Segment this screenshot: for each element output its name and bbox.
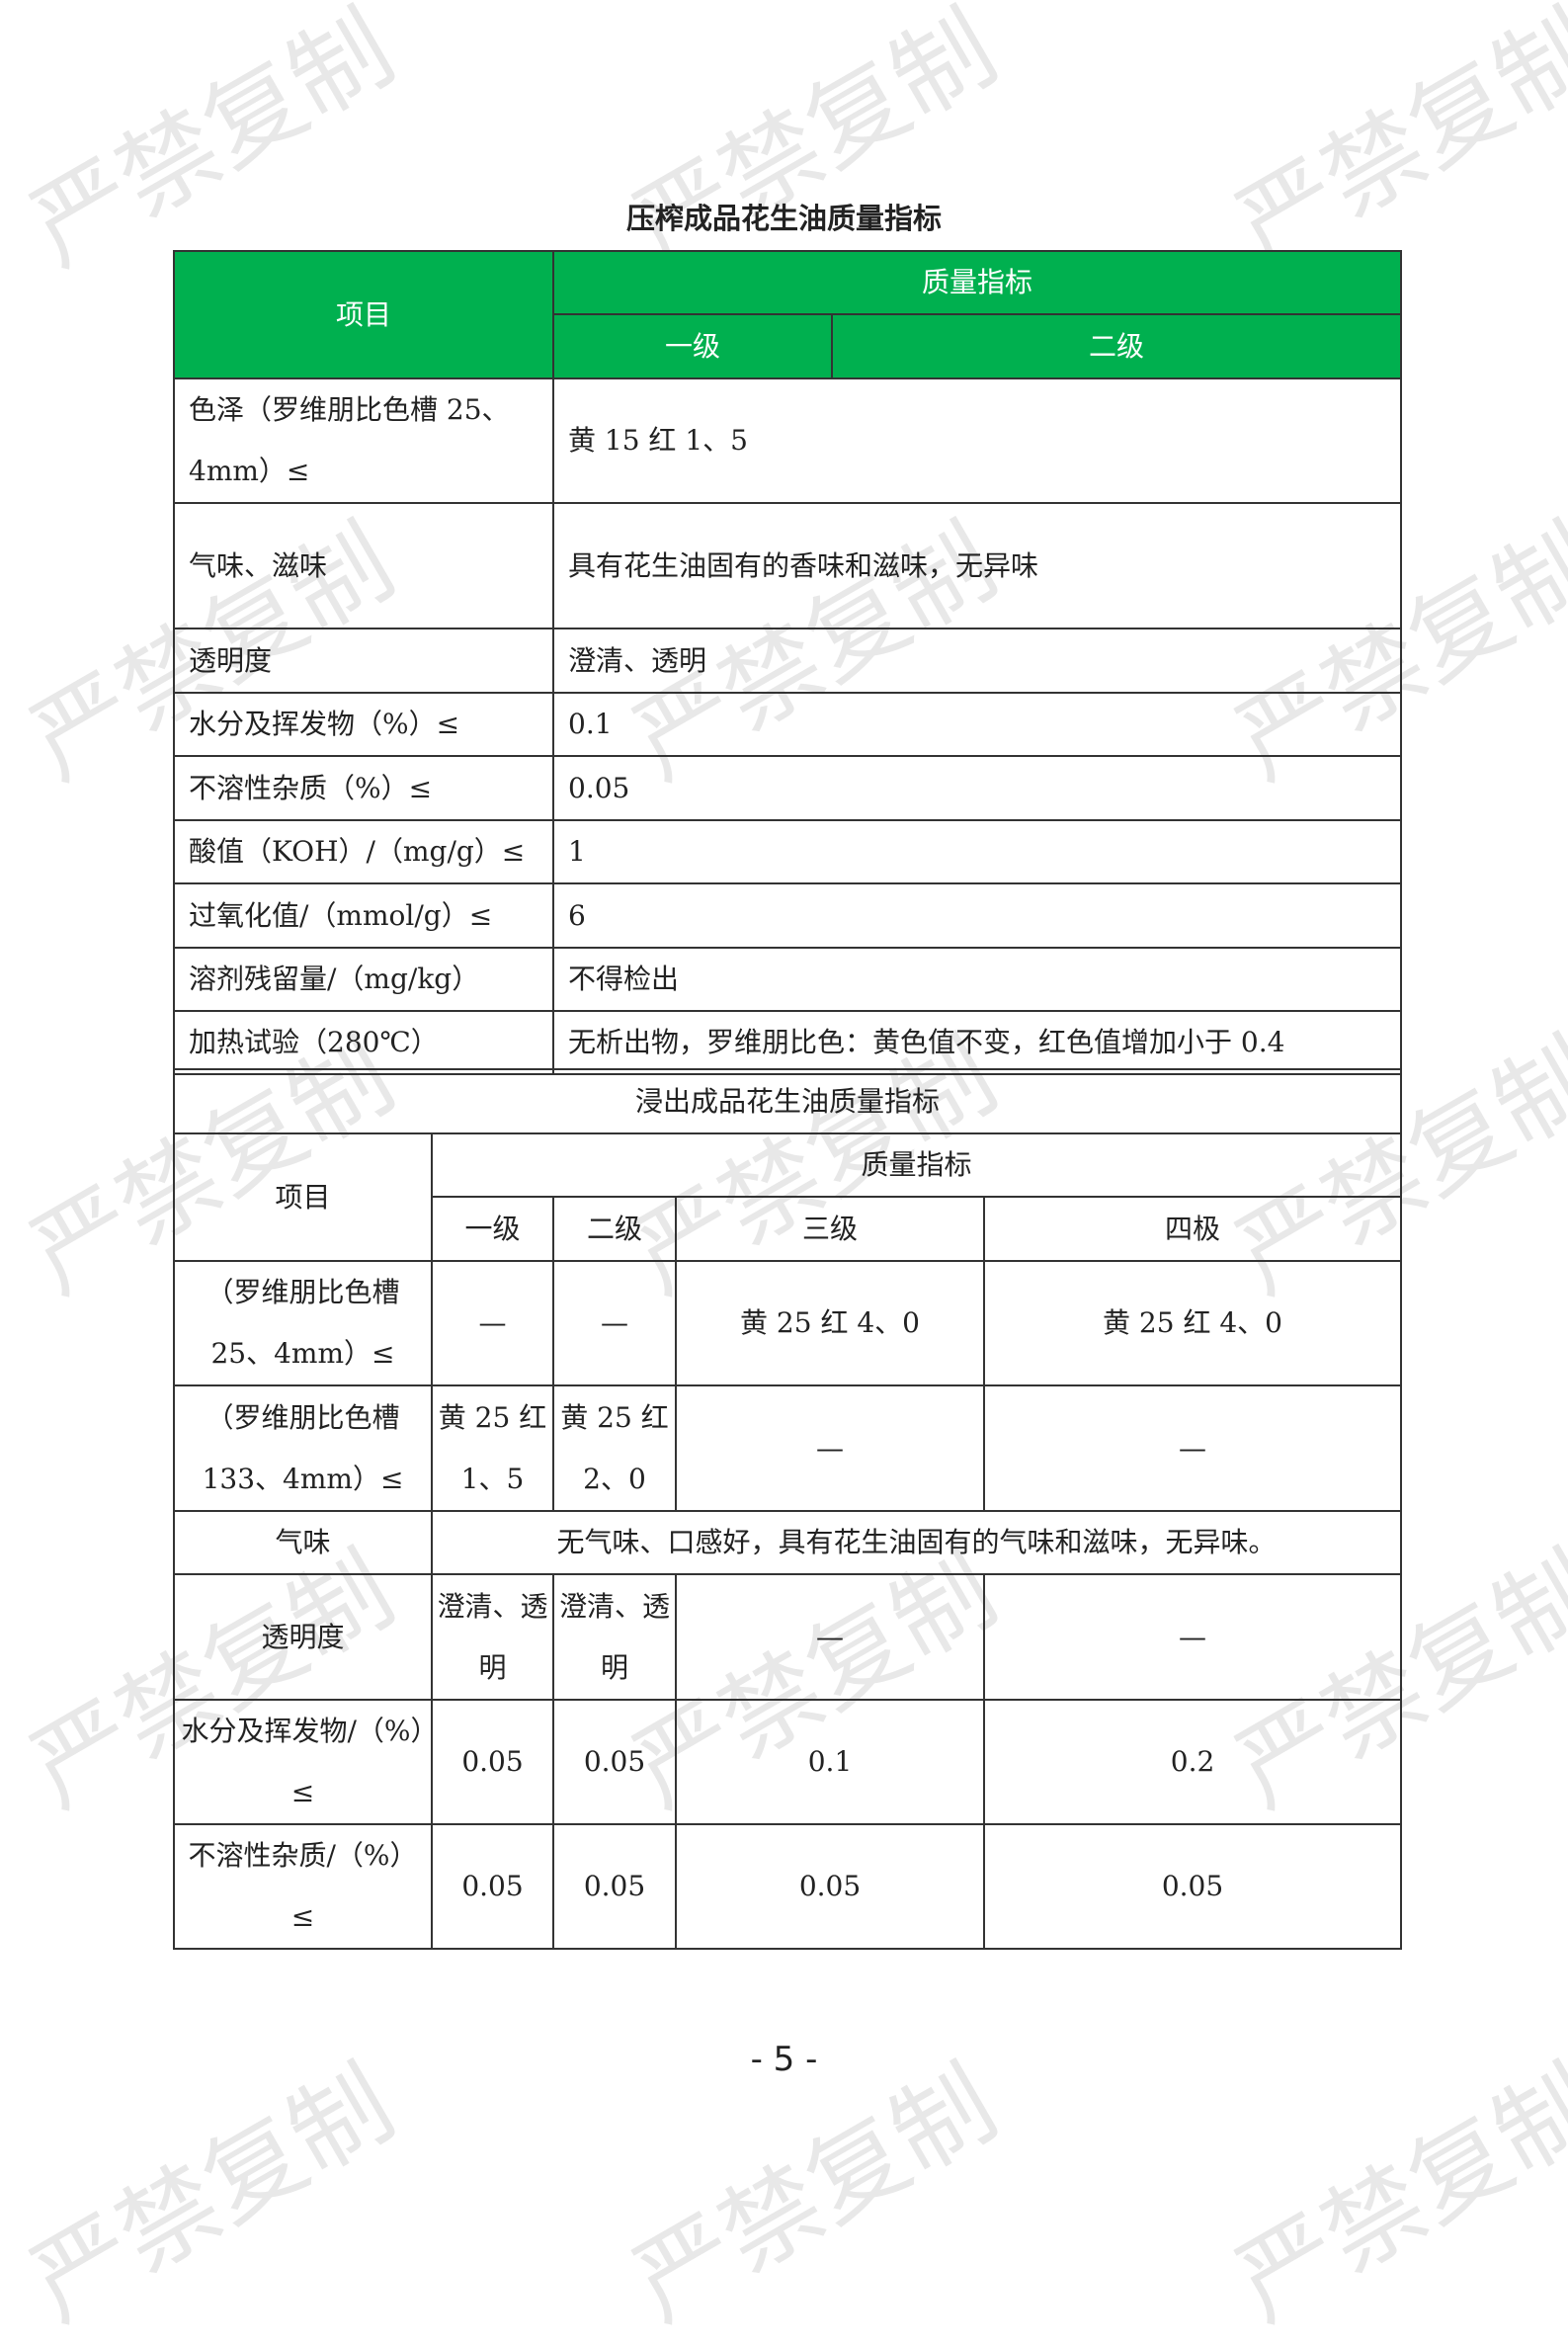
header-item: 项目 bbox=[173, 250, 554, 379]
header-quality: 质量指标 bbox=[430, 1132, 1403, 1198]
page-number: - 5 - bbox=[750, 2040, 818, 2079]
row-label: 不溶性杂质/（%）≤ bbox=[173, 1823, 433, 1950]
row-label: 透明度 bbox=[173, 628, 554, 694]
row-label: 色泽（罗维朋比色槽 25、4mm）≤ bbox=[173, 377, 554, 504]
row-label: （罗维朋比色槽 133、4mm）≤ bbox=[173, 1384, 433, 1512]
table-row: 透明度 澄清、透明 bbox=[173, 628, 1403, 694]
row-label: 过氧化值/（mmol/g）≤ bbox=[173, 882, 554, 949]
table-row: 水分及挥发物（%）≤ 0.1 bbox=[173, 692, 1403, 757]
header-grade1: 一级 bbox=[552, 313, 833, 379]
grade-value: — bbox=[982, 1384, 1403, 1512]
grade-value: — bbox=[675, 1384, 985, 1512]
row-value: 无气味、口感好，具有花生油固有的气味和滋味，无异味。 bbox=[430, 1510, 1403, 1575]
row-value: 1 bbox=[551, 819, 1403, 884]
grade-value: 0.2 bbox=[982, 1699, 1403, 1825]
row-label: 气味 bbox=[173, 1510, 433, 1575]
row-label: 溶剂残留量/（mg/kg） bbox=[173, 947, 554, 1012]
grade-value: 0.05 bbox=[552, 1823, 677, 1950]
table-row: 透明度 澄清、透明 澄清、透明 — — bbox=[173, 1573, 1403, 1701]
row-value: 澄清、透明 bbox=[551, 628, 1403, 694]
row-label: 透明度 bbox=[173, 1573, 433, 1701]
row-value: 具有花生油固有的香味和滋味，无异味 bbox=[551, 502, 1403, 629]
table-row: 不溶性杂质/（%）≤ 0.05 0.05 0.05 0.05 bbox=[173, 1823, 1403, 1950]
row-label: 加热试验（280℃） bbox=[173, 1010, 554, 1075]
grade-value: 澄清、透明 bbox=[552, 1573, 677, 1701]
pressed-oil-quality-table: 项目 质量指标 一级 二级 色泽（罗维朋比色槽 25、4mm）≤ 黄 15 红 1… bbox=[173, 250, 1403, 1075]
watermark: 严禁复制 bbox=[1217, 0, 1568, 288]
table-row: （罗维朋比色槽 133、4mm）≤ 黄 25 红 1、5 黄 25 红 2、0— — bbox=[173, 1384, 1403, 1512]
row-label: 酸值（KOH）/（mg/g）≤ bbox=[173, 819, 554, 884]
grade-value: — bbox=[982, 1573, 1403, 1701]
row-value: 黄 15 红 1、5 bbox=[551, 377, 1403, 504]
header-grade: 三级 bbox=[675, 1196, 985, 1262]
watermark: 严禁复制 bbox=[615, 0, 1015, 288]
header-quality: 质量指标 bbox=[551, 250, 1403, 315]
grade-value: 澄清、透明 bbox=[431, 1573, 554, 1701]
table-row: 气味 无气味、口感好，具有花生油固有的气味和滋味，无异味。 bbox=[173, 1510, 1403, 1575]
row-value: 不得检出 bbox=[551, 947, 1403, 1012]
grade-value: 黄 25 红 1、5 bbox=[431, 1384, 554, 1512]
grade-value: 0.05 bbox=[431, 1823, 554, 1950]
table-row: （罗维朋比色槽 25、4mm）≤ — — 黄 25 红 4、0 黄 25 红 4、0 bbox=[173, 1260, 1403, 1386]
table-row: 水分及挥发物/（%）≤ 0.05 0.05 0.1 0.2 bbox=[173, 1699, 1403, 1825]
watermark: 严禁复制 bbox=[12, 0, 412, 288]
row-value: 6 bbox=[551, 882, 1403, 949]
table2-title: 浸出成品花生油质量指标 bbox=[172, 1068, 1403, 1134]
grade-value: — bbox=[431, 1260, 554, 1386]
grade-value: 0.05 bbox=[552, 1699, 677, 1825]
table-row: 不溶性杂质（%）≤ 0.05 bbox=[173, 755, 1403, 821]
row-value: 0.05 bbox=[551, 755, 1403, 821]
table-row: 过氧化值/（mmol/g）≤ 6 bbox=[173, 882, 1403, 949]
grade-value: 0.05 bbox=[431, 1699, 554, 1825]
grade-value: — bbox=[552, 1260, 677, 1386]
grade-value: 黄 25 红 4、0 bbox=[675, 1260, 985, 1386]
row-value: 0.1 bbox=[551, 692, 1403, 757]
table-row: 酸值（KOH）/（mg/g）≤ 1 bbox=[173, 819, 1403, 884]
table1-title: 压榨成品花生油质量指标 bbox=[625, 202, 942, 235]
table-row: 溶剂残留量/（mg/kg） 不得检出 bbox=[173, 947, 1403, 1012]
grade-value: 0.05 bbox=[675, 1823, 985, 1950]
header-grade2: 二级 bbox=[830, 313, 1403, 379]
header-grade: 四极 bbox=[982, 1196, 1403, 1262]
row-label: （罗维朋比色槽 25、4mm）≤ bbox=[173, 1260, 433, 1386]
grade-value: 黄 25 红 4、0 bbox=[982, 1260, 1403, 1386]
header-item: 项目 bbox=[173, 1132, 433, 1262]
grade-value: 黄 25 红 2、0 bbox=[552, 1384, 677, 1512]
grade-value: 0.05 bbox=[982, 1823, 1403, 1950]
extracted-oil-quality-table: 浸出成品花生油质量指标 项目 质量指标 一级 二级 三级 四极 （罗维朋比色槽 … bbox=[172, 1068, 1403, 1950]
header-grade: 一级 bbox=[431, 1196, 554, 1262]
row-label: 水分及挥发物/（%）≤ bbox=[173, 1699, 433, 1825]
header-grade: 二级 bbox=[552, 1196, 677, 1262]
grade-value: — bbox=[675, 1573, 985, 1701]
row-label: 水分及挥发物（%）≤ bbox=[173, 692, 554, 757]
table-row: 加热试验（280℃） 无析出物，罗维朋比色：黄色值不变，红色值增加小于 0.4 bbox=[173, 1010, 1403, 1075]
table-row: 色泽（罗维朋比色槽 25、4mm）≤ 黄 15 红 1、5 bbox=[173, 377, 1403, 504]
row-value: 无析出物，罗维朋比色：黄色值不变，红色值增加小于 0.4 bbox=[551, 1010, 1403, 1075]
row-label: 气味、滋味 bbox=[173, 502, 554, 629]
table-row: 气味、滋味 具有花生油固有的香味和滋味，无异味 bbox=[173, 502, 1403, 629]
row-label: 不溶性杂质（%）≤ bbox=[173, 755, 554, 821]
grade-value: 0.1 bbox=[675, 1699, 985, 1825]
